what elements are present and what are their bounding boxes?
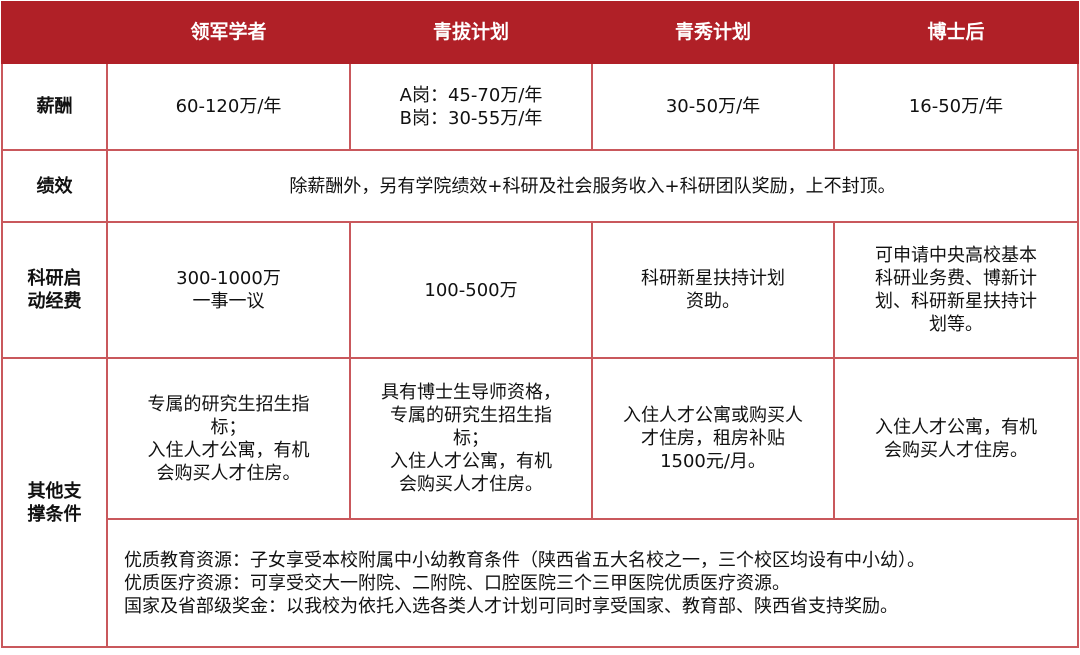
col-header-young-top: 青拔计划 [349,1,593,64]
performance-row: 绩效 除薪酬外，另有学院绩效+科研及社会服务收入+科研团队奖励，上不封顶。 [1,149,1079,223]
cell: 300-1000万 一事一议 [106,221,351,359]
cell: A岗：45-70万/年 B岗：30-55万/年 [349,62,593,151]
other-shared-row: 优质教育资源：子女享受本校附属中小幼教育条件（陕西省五大名校之一，三个校区均设有… [2,518,1079,648]
award-benefit: 国家及省部级奖金：以我校为依托入选各类人才计划可同时享受国家、教育部、陕西省支持… [124,595,898,617]
row-label-performance: 绩效 [1,149,108,223]
row-label-other: 其他支 撑条件 [1,357,108,648]
corner-cell [1,1,108,64]
header-row: 领军学者 青拔计划 青秀计划 博士后 [1,1,1079,64]
cell: 专属的研究生招生指 标； 入住人才公寓，有机 会购买人才住房。 [106,357,351,520]
startup-row: 科研启 动经费 300-1000万 一事一议 100-500万 科研新星扶持计划… [1,221,1079,359]
col-header-leading-scholar: 领军学者 [106,1,351,64]
col-header-young-excellent: 青秀计划 [591,1,835,64]
row-label-startup: 科研启 动经费 [1,221,108,359]
medical-benefit: 优质医疗资源：可享受交大一附院、二附院、口腔医院三个三甲医院优质医疗资源。 [124,572,790,594]
cell: 16-50万/年 [833,62,1079,151]
cell: 科研新星扶持计划 资助。 [591,221,835,359]
cell: 60-120万/年 [106,62,351,151]
other-row: 其他支 撑条件 专属的研究生招生指 标； 入住人才公寓，有机 会购买人才住房。 … [1,357,1079,648]
row-label-salary: 薪酬 [1,62,108,151]
cell: 可申请中央高校基本 科研业务费、博新计 划、科研新星扶持计 划等。 [833,221,1079,359]
salary-row: 薪酬 60-120万/年 A岗：45-70万/年 B岗：30-55万/年 30-… [1,62,1079,151]
cell: 入住人才公寓或购买人 才住房，租房补贴 1500元/月。 [591,357,835,520]
cell: 具有博士生导师资格， 专属的研究生招生指 标； 入住人才公寓，有机 会购买人才住… [349,357,593,520]
cell: 30-50万/年 [591,62,835,151]
shared-benefits: 优质教育资源：子女享受本校附属中小幼教育条件（陕西省五大名校之一，三个校区均设有… [106,518,1079,648]
performance-text: 除薪酬外，另有学院绩效+科研及社会服务收入+科研团队奖励，上不封顶。 [106,149,1079,223]
cell: 入住人才公寓，有机 会购买人才住房。 [833,357,1079,520]
col-header-postdoc: 博士后 [833,1,1079,64]
cell: 100-500万 [349,221,593,359]
education-benefit: 优质教育资源：子女享受本校附属中小幼教育条件（陕西省五大名校之一，三个校区均设有… [124,549,925,571]
